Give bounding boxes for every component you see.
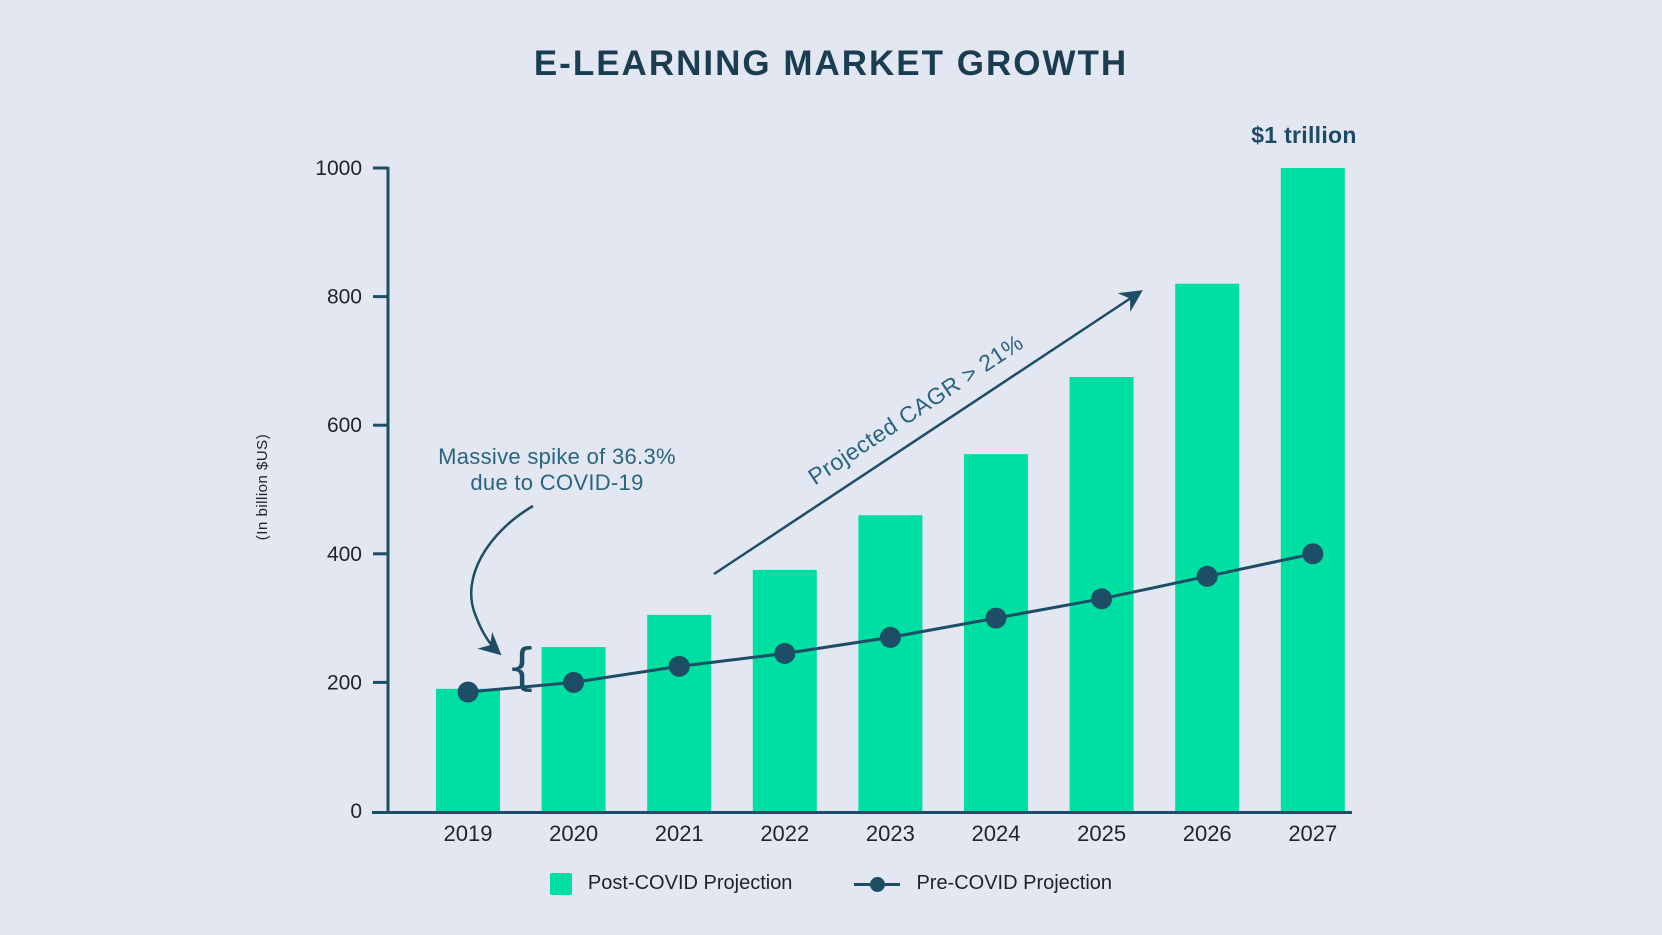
y-tick-label-600: 600: [327, 414, 362, 437]
trillion-label: $1 trillion: [1251, 122, 1357, 148]
bar-2020: [541, 647, 606, 812]
precovid-dot-2023: [879, 626, 901, 648]
precovid-dot-2020: [563, 671, 585, 693]
x-label-2021: 2021: [655, 821, 704, 846]
legend-item-pre-covid: Pre-COVID Projection: [854, 872, 1112, 895]
precovid-dot-2026: [1196, 565, 1218, 587]
spike-annotation: Massive spike of 36.3% due to COVID-19: [357, 444, 757, 496]
bar-2023: [858, 515, 923, 812]
legend-label-pre-covid: Pre-COVID Projection: [916, 872, 1113, 894]
legend: Post-COVID Projection Pre-COVID Projecti…: [0, 872, 1662, 895]
x-label-2020: 2020: [549, 821, 598, 846]
x-label-2022: 2022: [760, 821, 809, 846]
legend-bar-swatch: [549, 872, 572, 895]
precovid-dot-2021: [668, 655, 690, 677]
spike-arrow: [469, 504, 534, 656]
legend-dot-icon: [870, 876, 886, 892]
legend-label-post-covid: Post-COVID Projection: [587, 872, 793, 894]
y-tick-label-400: 400: [327, 543, 362, 566]
spike-annotation-line1: Massive spike of 36.3%: [438, 444, 676, 469]
precovid-dot-2024: [985, 607, 1007, 629]
x-label-2025: 2025: [1077, 821, 1126, 846]
x-label-2024: 2024: [972, 821, 1021, 846]
y-tick-label-200: 200: [327, 671, 362, 694]
bar-2019: [436, 688, 500, 812]
y-tick-label-0: 0: [350, 800, 362, 823]
cagr-arrow: [713, 290, 1143, 576]
precovid-dot-2027: [1302, 543, 1324, 565]
bar-2026: [1175, 283, 1240, 812]
bar-2024: [964, 454, 1028, 812]
x-label-2027: 2027: [1288, 821, 1337, 846]
bar-2022: [752, 569, 817, 812]
y-tick-label-1000: 1000: [315, 157, 362, 180]
x-label-2023: 2023: [866, 821, 915, 846]
x-label-2019: 2019: [444, 821, 493, 846]
precovid-dot-2025: [1091, 588, 1113, 610]
bar-2027: [1280, 168, 1345, 812]
legend-item-post-covid: Post-COVID Projection: [549, 872, 793, 895]
precovid-dot-2022: [774, 642, 796, 664]
legend-line-marker: [854, 873, 901, 895]
bar-2021: [647, 614, 712, 812]
x-label-2026: 2026: [1183, 821, 1232, 846]
spike-brace: {: [506, 638, 538, 696]
y-tick-label-800: 800: [327, 286, 362, 309]
page-title: E-LEARNING MARKET GROWTH: [533, 44, 1129, 83]
spike-annotation-line2: due to COVID-19: [470, 470, 644, 495]
precovid-dot-2019: [457, 681, 479, 703]
